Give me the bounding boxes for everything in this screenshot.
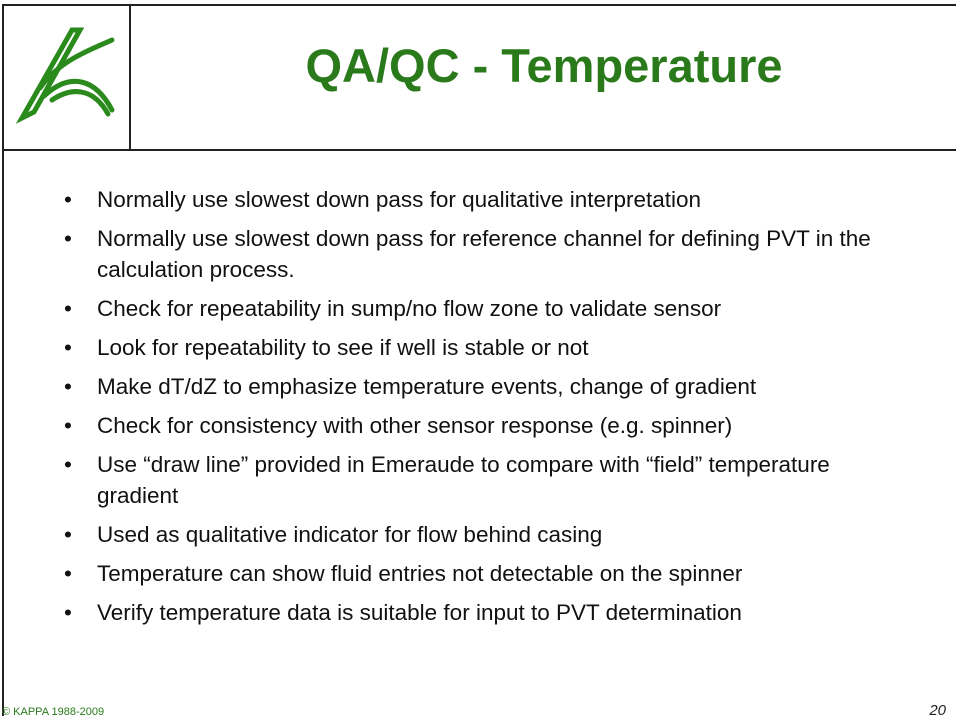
bullet-item: Used as qualitative indicator for flow b…	[60, 519, 887, 550]
bullet-item: Verify temperature data is suitable for …	[60, 597, 887, 628]
bullet-item: Make dT/dZ to emphasize temperature even…	[60, 371, 887, 402]
copyright: © KAPPA 1988-2009	[2, 706, 105, 718]
bullet-item: Use “draw line” provided in Emeraude to …	[60, 449, 887, 511]
bullet-item: Temperature can show fluid entries not d…	[60, 558, 887, 589]
logo	[15, 27, 115, 124]
bullet-item: Check for consistency with other sensor …	[60, 410, 887, 441]
bullet-item: Normally use slowest down pass for quali…	[60, 184, 887, 215]
slide-title: QA/QC - Temperature	[305, 39, 783, 92]
bullet-item: Normally use slowest down pass for refer…	[60, 223, 887, 285]
bullet-item: Look for repeatability to see if well is…	[60, 332, 887, 363]
page-number: 20	[929, 702, 946, 719]
bullet-item: Check for repeatability in sump/no flow …	[60, 293, 887, 324]
bullet-list: Normally use slowest down pass for quali…	[60, 184, 890, 636]
